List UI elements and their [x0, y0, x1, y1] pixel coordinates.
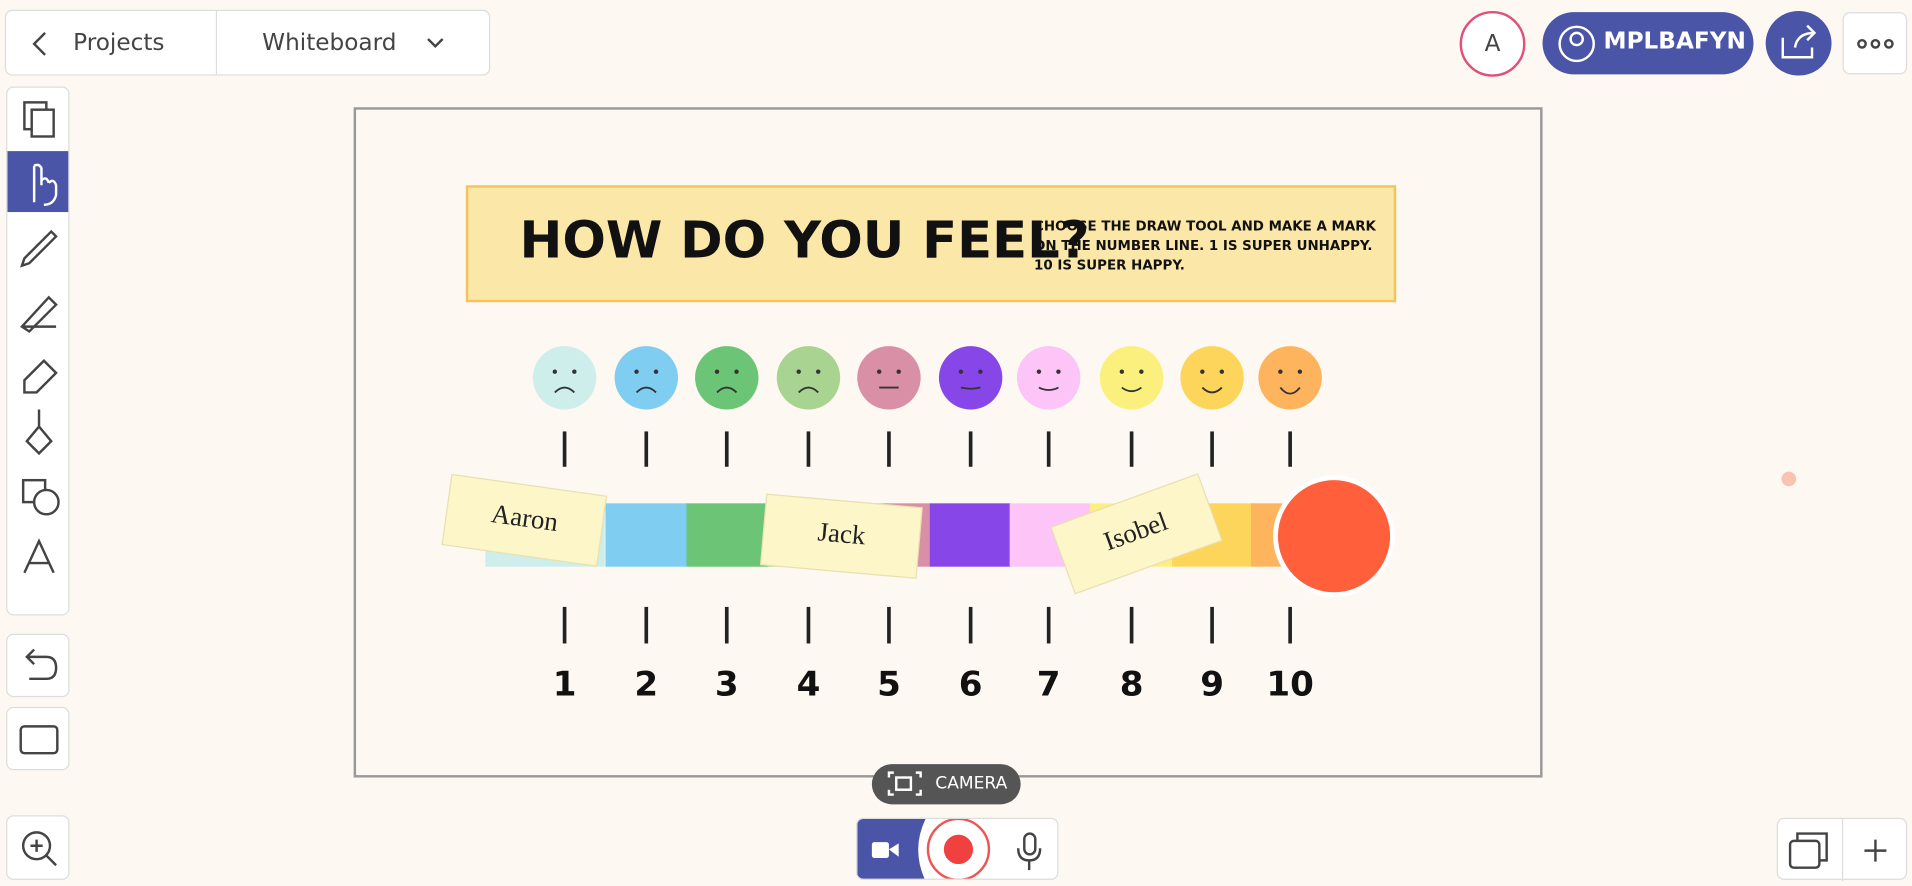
emoji-face [1099, 346, 1164, 410]
knob [1277, 480, 1391, 593]
number-label: 6 [959, 665, 983, 705]
number-label: 1 [553, 665, 577, 705]
emoji-eye [572, 369, 577, 374]
number-label: 10 [1266, 665, 1314, 705]
emoji-eye [796, 369, 801, 374]
instructions-line: ON THE NUMBER LINE. 1 IS SUPER UNHAPPY. [1034, 239, 1372, 254]
number-label: 2 [634, 665, 658, 705]
avatar[interactable]: A [1459, 10, 1526, 77]
emoji-eye [653, 369, 659, 374]
emoji-mouth [960, 386, 981, 390]
number-label: 8 [1120, 665, 1144, 705]
media-controls [856, 817, 1059, 880]
fit-button[interactable] [6, 706, 70, 771]
number-label: 5 [877, 665, 901, 705]
camera-icon [887, 771, 922, 796]
number-label: 3 [715, 665, 739, 705]
emoji-face [857, 346, 921, 410]
chevron [427, 38, 444, 49]
zoom-button[interactable] [6, 815, 70, 880]
divider [215, 10, 218, 75]
emoji-face [938, 346, 1003, 410]
emoji-eye [1200, 369, 1205, 374]
share-icon [1781, 24, 1817, 59]
banner [465, 185, 1397, 303]
emoji-eye [1219, 369, 1225, 374]
emoji-face [776, 346, 841, 410]
bar-segment [686, 503, 769, 567]
emoji-eye [978, 369, 983, 374]
emoji-eye [1056, 369, 1061, 374]
emoji-eye [1278, 369, 1283, 374]
emoji-face [614, 346, 678, 410]
camera-label: CAMERA [935, 773, 1008, 794]
emoji-mouth [635, 386, 657, 394]
number-line: 1 2 3 4 5 6 7 8 9 10 Aaron Jack Isobel [441, 346, 1333, 705]
emoji-mouth [716, 386, 738, 394]
share-button[interactable] [1765, 10, 1832, 76]
emoji-face [532, 346, 597, 410]
emoji-eye [714, 369, 720, 374]
more-button[interactable] [1842, 12, 1908, 75]
emoji-face [1258, 346, 1322, 410]
undo-button[interactable] [6, 633, 70, 698]
emoji-eye [816, 369, 821, 374]
note-paper [759, 493, 923, 579]
sticky-note: Aaron [441, 473, 608, 567]
emoji-eye [1297, 369, 1303, 374]
room-code: MPLBAFYN [1603, 28, 1746, 55]
room-button[interactable]: MPLBAFYN [1542, 12, 1754, 75]
emoji-eye [734, 369, 739, 374]
emoji-mouth [554, 386, 575, 394]
emoji-eye [958, 369, 964, 374]
board-selector[interactable]: Whiteboard [262, 29, 397, 57]
emoji-face [1180, 346, 1244, 410]
more-icon [1857, 38, 1894, 49]
emoji-face [695, 346, 759, 410]
media-icons [857, 818, 1042, 879]
back-icon[interactable] [28, 29, 52, 58]
number-label: 7 [1037, 665, 1061, 705]
note-name: Jack [817, 516, 868, 550]
camera-pill[interactable]: CAMERA [871, 764, 1021, 805]
user-icon [1558, 25, 1595, 63]
emoji-mouth [798, 386, 819, 394]
emoji-eye [1119, 369, 1125, 374]
bar-segment [929, 503, 1012, 567]
emoji-eye [552, 369, 558, 374]
instructions-line: CHOOSE THE DRAW TOOL AND MAKE A MARK [1034, 220, 1376, 235]
emoji-eye [634, 369, 639, 374]
bar-segment [605, 503, 688, 567]
zoom-icon [21, 831, 57, 867]
sticky-note: Jack [759, 493, 923, 579]
sticky-note: Isobel [1050, 473, 1223, 595]
instructions-line: 10 IS SUPER HAPPY. [1034, 259, 1185, 274]
emoji-eye [1036, 369, 1042, 374]
note-paper [441, 473, 608, 567]
fit-icon [19, 725, 59, 755]
undo-icon [25, 648, 58, 681]
page-controls [1776, 817, 1908, 882]
emoji-mouth [1201, 386, 1223, 394]
number-label: 4 [797, 665, 821, 705]
emoji-eye [1139, 369, 1144, 374]
emoji-eye [876, 369, 882, 374]
cursor-dot [1781, 471, 1797, 487]
emoji-face [1016, 346, 1081, 410]
emoji-mouth [1121, 386, 1142, 393]
number-label: 9 [1200, 665, 1224, 705]
tool-icons [7, 101, 69, 574]
page-icons[interactable] [1778, 818, 1908, 882]
emoji-eye [896, 369, 901, 374]
banner-title: HOW DO YOU FEEL? [519, 211, 1089, 271]
header-nav: Projects Whiteboard [4, 9, 491, 76]
emoji-mouth [1279, 386, 1301, 395]
note-paper [1050, 473, 1223, 595]
projects-link[interactable]: Projects [73, 29, 165, 57]
toolbar [6, 86, 70, 616]
emoji-mouth [1038, 386, 1059, 391]
